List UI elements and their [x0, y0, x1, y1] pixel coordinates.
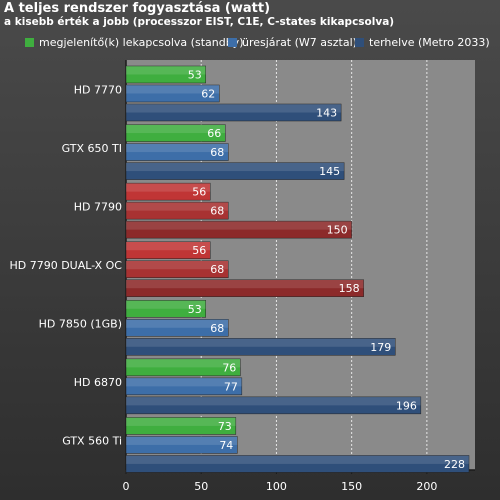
- data-label-standby-5: 76: [222, 361, 236, 374]
- x-tick-label-100: 100: [266, 480, 287, 493]
- x-tick-label-150: 150: [341, 480, 362, 493]
- bar-gloss-idle-2: [126, 202, 229, 211]
- legend-item-load: terhelve (Metro 2033): [355, 36, 490, 49]
- data-label-load-3: 158: [339, 282, 360, 295]
- bar-idle-1: [125, 143, 229, 161]
- data-label-standby-0: 53: [188, 69, 202, 82]
- bar-gloss-idle-6: [126, 436, 238, 445]
- legend: megjelenítő(k) lekapcsolva (standby) üre…: [0, 36, 500, 54]
- bar-gloss-standby-1: [126, 124, 226, 134]
- bar-gloss-standby-4: [126, 300, 206, 309]
- bar-gloss-load-2: [126, 221, 352, 230]
- bar-load-1: [125, 162, 345, 180]
- bar-gloss-standby-2: [126, 183, 211, 192]
- bar-idle-5: [125, 377, 243, 396]
- bar-gloss-standby-3: [126, 241, 211, 251]
- legend-label-load: terhelve (Metro 2033): [369, 36, 490, 49]
- bar-standby-2: [125, 182, 211, 201]
- data-label-load-4: 179: [370, 341, 391, 354]
- legend-label-standby: megjelenítő(k) lekapcsolva (standby): [39, 36, 244, 49]
- bar-gloss-idle-4: [126, 319, 229, 328]
- bar-gloss-load-1: [126, 162, 345, 172]
- data-label-standby-3: 56: [192, 244, 206, 257]
- bar-gloss-standby-0: [126, 66, 206, 75]
- legend-swatch-standby: [25, 38, 34, 47]
- category-label-2: HD 7790: [74, 200, 122, 213]
- bar-gloss-load-6: [126, 455, 469, 464]
- data-label-idle-6: 74: [219, 439, 233, 452]
- bar-gloss-idle-5: [126, 377, 242, 387]
- x-tick-label-200: 200: [416, 480, 437, 493]
- bar-gloss-idle-1: [126, 143, 229, 153]
- bar-gloss-idle-0: [126, 85, 220, 94]
- bar-load-3: [125, 279, 364, 297]
- x-tick-label-0: 0: [123, 480, 130, 493]
- data-label-standby-6: 73: [218, 420, 232, 433]
- data-label-idle-1: 68: [210, 146, 224, 159]
- legend-label-idle: üresjárat (W7 asztal): [242, 36, 357, 49]
- bar-idle-3: [125, 260, 229, 278]
- category-label-4: HD 7850 (1GB): [39, 318, 122, 331]
- bar-idle-2: [125, 201, 229, 220]
- bar-idle-6: [125, 436, 238, 454]
- bar-gloss-standby-5: [126, 358, 241, 368]
- data-label-idle-3: 68: [210, 263, 224, 276]
- legend-swatch-load: [355, 38, 364, 47]
- chart-title: A teljes rendszer fogyasztása (watt): [4, 1, 271, 16]
- data-label-standby-4: 53: [188, 303, 202, 316]
- legend-item-standby: megjelenítő(k) lekapcsolva (standby): [25, 36, 243, 49]
- data-label-idle-4: 68: [210, 322, 224, 335]
- bar-idle-4: [125, 319, 229, 337]
- bar-load-0: [125, 103, 342, 122]
- category-label-5: HD 6870: [74, 376, 122, 389]
- legend-item-idle: üresjárat (W7 asztal): [228, 36, 357, 49]
- bar-gloss-load-4: [126, 338, 396, 347]
- category-label-3: HD 7790 DUAL-X OC: [9, 259, 122, 272]
- bar-load-2: [125, 220, 352, 239]
- bar-load-5: [125, 396, 422, 415]
- bar-load-6: [125, 455, 470, 473]
- bar-standby-0: [125, 65, 206, 84]
- data-label-load-2: 150: [327, 224, 348, 237]
- data-label-standby-1: 66: [207, 127, 221, 140]
- data-label-standby-2: 56: [192, 186, 206, 199]
- data-label-load-1: 145: [319, 165, 340, 178]
- legend-swatch-idle: [228, 38, 237, 47]
- x-tick-label-50: 50: [194, 480, 208, 493]
- data-label-load-6: 228: [444, 458, 465, 471]
- bar-load-4: [125, 338, 396, 356]
- category-label-0: HD 7770: [74, 83, 122, 96]
- data-label-load-5: 196: [396, 399, 417, 412]
- data-label-idle-2: 68: [210, 205, 224, 218]
- bar-standby-5: [125, 358, 241, 377]
- bar-standby-4: [125, 300, 206, 318]
- data-label-idle-5: 77: [224, 380, 238, 393]
- chart-subtitle: a kisebb érték a jobb (processzor EIST, …: [4, 16, 395, 28]
- bar-gloss-load-5: [126, 396, 421, 406]
- bar-gloss-load-0: [126, 104, 342, 113]
- bar-gloss-idle-3: [126, 260, 229, 270]
- bar-standby-1: [125, 124, 226, 142]
- bar-standby-3: [125, 241, 211, 259]
- category-label-1: GTX 650 TI: [62, 142, 122, 155]
- bar-gloss-load-3: [126, 279, 364, 289]
- category-label-6: GTX 560 Ti: [62, 435, 122, 448]
- bar-gloss-standby-6: [126, 417, 236, 426]
- data-label-load-0: 143: [316, 107, 337, 120]
- bar-standby-6: [125, 417, 237, 435]
- bar-idle-0: [125, 84, 220, 103]
- data-label-idle-0: 62: [201, 88, 215, 101]
